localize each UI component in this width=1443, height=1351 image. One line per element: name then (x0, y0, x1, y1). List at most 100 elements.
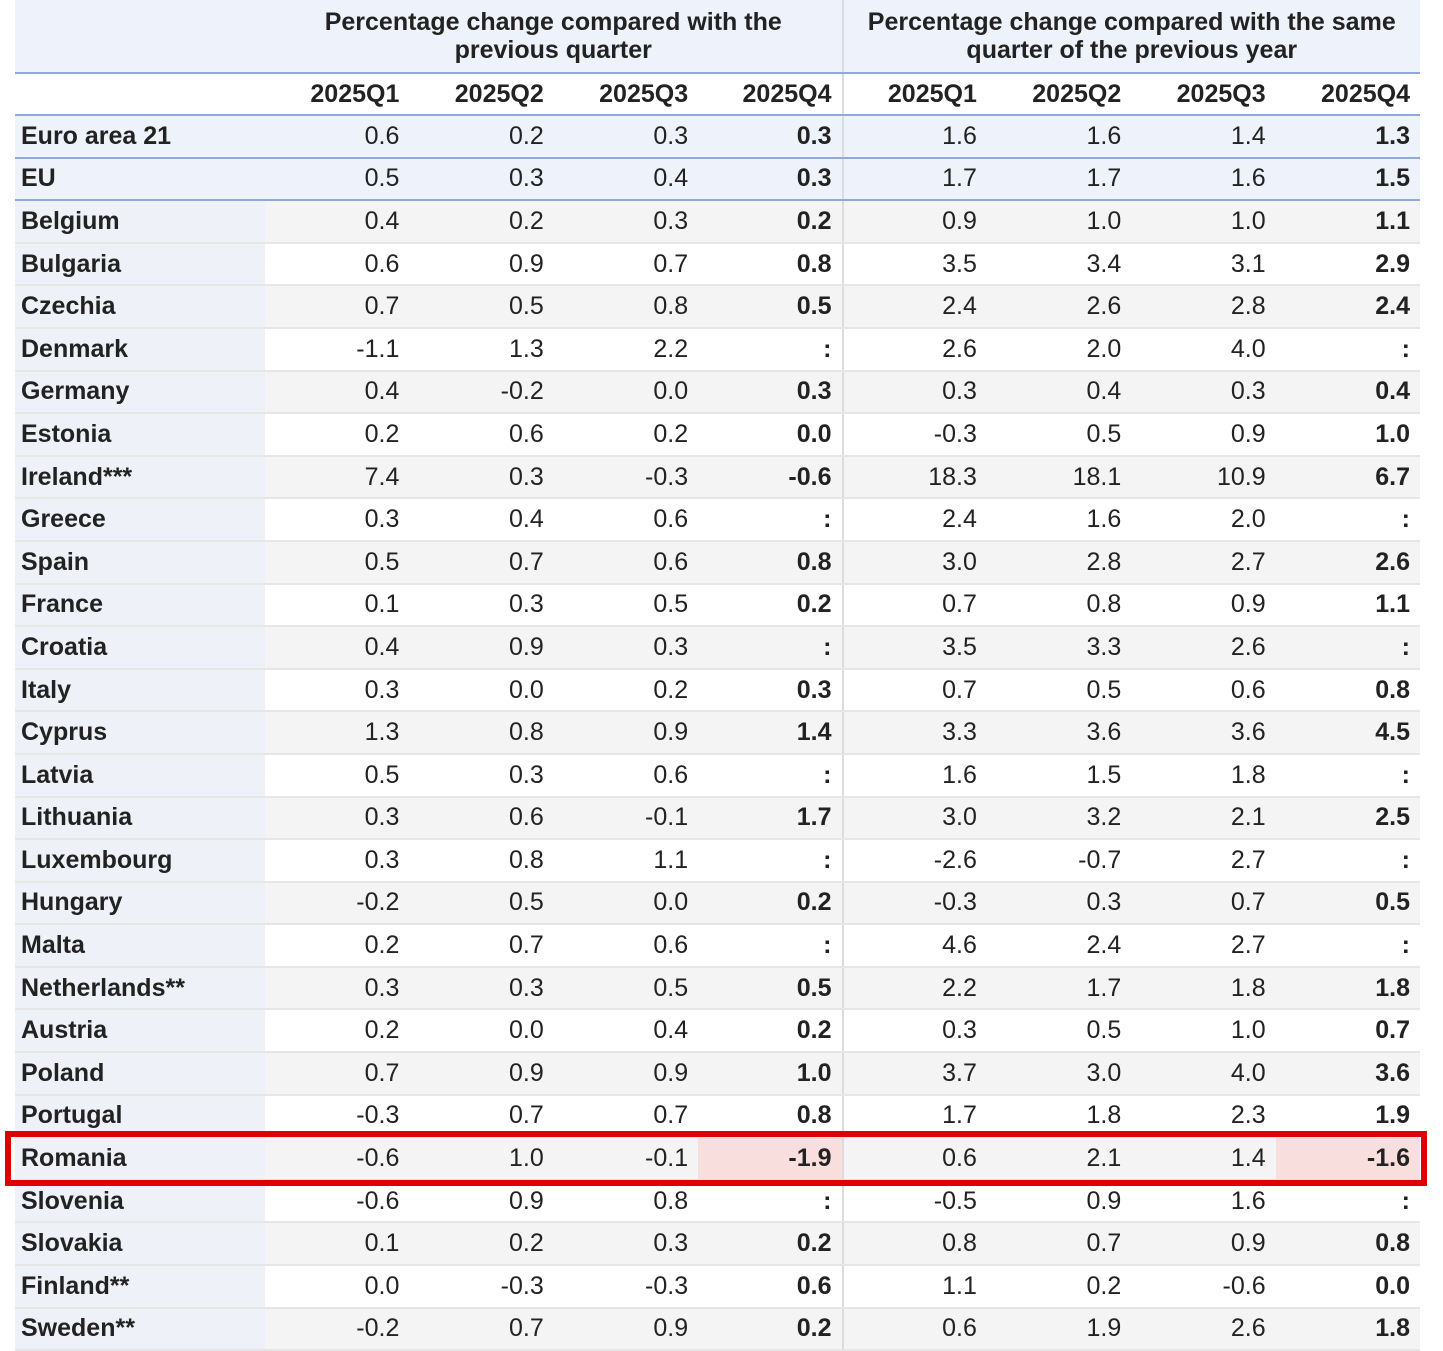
value-cell: 0.7 (409, 1307, 554, 1351)
value-cell: 1.3 (265, 711, 410, 755)
row-label: Netherlands** (15, 966, 265, 1011)
group-header: Percentage change compared with the prev… (265, 0, 844, 74)
value-cell: : (1275, 1179, 1420, 1224)
value-cell: 2.6 (1131, 1307, 1276, 1351)
value-cell: 3.3 (986, 626, 1132, 670)
value-cell: 2.6 (1131, 626, 1276, 670)
value-cell: 2.7 (1131, 540, 1276, 585)
value-cell: 0.2 (553, 668, 699, 713)
value-cell: -0.3 (265, 1094, 410, 1139)
row-label: Poland (15, 1052, 265, 1096)
table-head: Percentage change compared with the prev… (15, 0, 1420, 116)
value-cell: 2.6 (1275, 540, 1420, 585)
value-cell: 0.2 (698, 583, 844, 628)
value-cell: 0.6 (842, 1137, 987, 1181)
row-label: Euro area 21 (15, 115, 265, 159)
value-cell: 0.8 (698, 1094, 844, 1139)
value-cell: 1.0 (1131, 200, 1276, 244)
value-cell: 1.4 (1131, 1137, 1276, 1181)
value-cell: 0.3 (409, 455, 554, 500)
table-row: Belgium 0.4 0.2 0.3 0.2 0.9 1.0 1.0 1.1 (15, 200, 1420, 244)
value-cell: 2.8 (986, 540, 1132, 585)
value-cell: 1.0 (986, 200, 1132, 244)
table-row: Germany 0.4 -0.2 0.0 0.3 0.3 0.4 0.3 0.4 (15, 370, 1420, 415)
table-row: Ireland*** 7.4 0.3 -0.3 -0.6 18.3 18.1 10.9 6.7 (15, 455, 1420, 500)
value-cell: 2.4 (842, 498, 987, 542)
value-cell: -0.3 (842, 881, 987, 926)
value-cell: -0.6 (1131, 1265, 1276, 1309)
value-cell: : (698, 839, 844, 883)
table-row: Croatia 0.4 0.9 0.3:3.5 3.3 2.6: (15, 626, 1420, 670)
value-cell: 0.3 (265, 966, 410, 1011)
quarter-header: 2025Q1 (842, 73, 987, 116)
value-cell: 0.8 (986, 583, 1132, 628)
value-cell: 0.8 (698, 242, 844, 287)
value-cell: 1.5 (986, 753, 1132, 798)
value-cell: 0.3 (265, 796, 410, 841)
value-cell: 3.3 (842, 711, 987, 755)
value-cell: 0.9 (409, 1179, 554, 1224)
value-cell: 0.9 (409, 1052, 554, 1096)
value-cell: 1.8 (1275, 1307, 1420, 1351)
table-row: Greece 0.3 0.4 0.6:2.4 1.6 2.0: (15, 498, 1420, 542)
value-cell: 0.9 (409, 242, 554, 287)
value-cell: 0.9 (1131, 1222, 1276, 1267)
value-cell: 0.3 (698, 370, 844, 415)
table-row: Euro area 21 0.6 0.2 0.3 0.3 1.6 1.6 1.4 1.3 (15, 115, 1420, 159)
value-cell: 0.3 (842, 1009, 987, 1054)
group-header: Percentage change compared with the same… (842, 0, 1420, 74)
value-cell: 2.0 (986, 327, 1132, 372)
value-cell: 0.8 (553, 285, 699, 329)
row-label: Portugal (15, 1094, 265, 1139)
value-cell: 0.7 (409, 924, 554, 968)
value-cell: 2.8 (1131, 285, 1276, 329)
table-row: Estonia 0.2 0.6 0.2 0.0 -0.3 0.5 0.9 1.0 (15, 413, 1420, 457)
value-cell: -1.6 (1275, 1137, 1420, 1181)
table-row: Hungary -0.2 0.5 0.0 0.2 -0.3 0.3 0.7 0.5 (15, 881, 1420, 926)
value-cell: 1.3 (409, 327, 554, 372)
row-label: Slovenia (15, 1179, 265, 1224)
value-cell: 0.4 (553, 1009, 699, 1054)
value-cell: -0.6 (265, 1137, 410, 1181)
row-label: Sweden** (15, 1307, 265, 1351)
value-cell: 1.8 (1131, 966, 1276, 1011)
value-cell: 0.0 (265, 1265, 410, 1309)
value-cell: 1.1 (1275, 200, 1420, 244)
value-cell: 0.0 (409, 668, 554, 713)
value-cell: -0.2 (265, 1307, 410, 1351)
data-table: Percentage change compared with the prev… (15, 0, 1420, 1351)
value-cell: 0.6 (553, 498, 699, 542)
value-cell: 0.6 (553, 924, 699, 968)
value-cell: : (1275, 839, 1420, 883)
value-cell: 0.7 (409, 1094, 554, 1139)
table-row: France 0.1 0.3 0.5 0.2 0.7 0.8 0.9 1.1 (15, 583, 1420, 628)
value-cell: 1.6 (986, 115, 1132, 159)
value-cell: 0.9 (1131, 583, 1276, 628)
value-cell: 3.0 (986, 1052, 1132, 1096)
value-cell: -1.1 (265, 327, 410, 372)
value-cell: 6.7 (1275, 455, 1420, 500)
value-cell: -2.6 (842, 839, 987, 883)
value-cell: 2.7 (1131, 839, 1276, 883)
corner-cell (15, 73, 265, 116)
row-label: Estonia (15, 413, 265, 457)
value-cell: 0.8 (1275, 668, 1420, 713)
value-cell: 0.6 (265, 115, 410, 159)
value-cell: 1.6 (1131, 157, 1276, 202)
value-cell: 3.2 (986, 796, 1132, 841)
value-cell: 0.3 (553, 115, 699, 159)
value-cell: -0.2 (265, 881, 410, 926)
value-cell: 0.7 (265, 1052, 410, 1096)
value-cell: : (1275, 498, 1420, 542)
value-cell: 0.6 (553, 753, 699, 798)
quarter-header-row: 2025Q1 2025Q2 2025Q3 2025Q4 2025Q1 2025Q2 2025… (15, 73, 1420, 116)
value-cell: 18.1 (986, 455, 1132, 500)
table-row: Bulgaria 0.6 0.9 0.7 0.8 3.5 3.4 3.1 2.9 (15, 242, 1420, 287)
value-cell: : (698, 327, 844, 372)
value-cell: 0.2 (409, 1222, 554, 1267)
value-cell: -0.6 (265, 1179, 410, 1224)
value-cell: 3.0 (842, 796, 987, 841)
value-cell: 0.0 (409, 1009, 554, 1054)
value-cell: 2.1 (986, 1137, 1132, 1181)
